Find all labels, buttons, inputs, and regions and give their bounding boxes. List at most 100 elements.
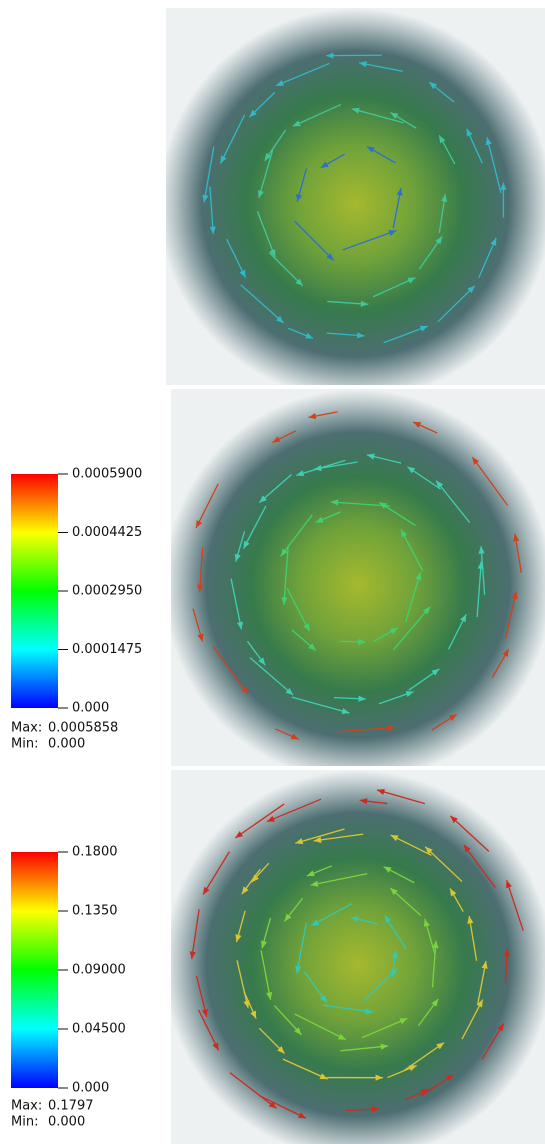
arrow-shaft — [363, 967, 399, 1002]
colorbar-tick-label: 0.04500 — [72, 1022, 126, 1037]
arrow-shaft — [209, 186, 214, 235]
arrow-shaft — [229, 1072, 277, 1109]
arrow-head — [243, 540, 250, 549]
arrow-head — [314, 464, 322, 472]
arrow-head — [259, 495, 267, 503]
arrow-head — [503, 948, 510, 957]
arrow-head — [196, 520, 203, 529]
arrow-head — [365, 1008, 373, 1015]
arrow-head — [285, 687, 294, 696]
arrow-head — [446, 1074, 454, 1082]
arrow-head — [266, 815, 275, 822]
arrow-head — [379, 502, 388, 509]
arrow-head — [296, 193, 303, 202]
arrow-shaft — [199, 547, 204, 593]
arrow-head — [419, 325, 428, 332]
colorbar-tick-label: 0.09000 — [72, 963, 126, 978]
arrow-head — [257, 190, 264, 199]
arrow-shaft — [376, 789, 426, 805]
colorbars: 0.0005900 0.0004425 0.0002950 0.0001475 0.00… — [11, 467, 142, 1130]
arrow-head — [407, 277, 416, 284]
arrow-head — [497, 1023, 504, 1032]
arrow-head — [376, 788, 385, 795]
arrow-head — [201, 1008, 208, 1017]
arrow-head — [391, 950, 399, 959]
arrow-shaft — [322, 1004, 373, 1013]
arrow-shaft — [505, 880, 524, 931]
field-image — [171, 770, 545, 1144]
arrow-head — [197, 584, 204, 593]
colorbar-tick-label: 0.000 — [72, 701, 109, 716]
arrow-head — [366, 453, 375, 460]
arrow-shaft — [249, 657, 294, 696]
arrow-shaft — [351, 108, 404, 124]
arrow-head — [359, 798, 368, 805]
arrow-shaft — [393, 606, 431, 651]
arrow-shaft — [424, 846, 463, 883]
arrow-head — [358, 638, 366, 645]
arrow-head — [399, 1018, 408, 1025]
arrow-head — [189, 951, 196, 959]
colorbar-tick-label: 0.1350 — [72, 904, 118, 919]
arrow-head — [305, 332, 314, 339]
max-value: 0.1797 — [48, 1099, 94, 1114]
arrow-head — [467, 285, 475, 294]
arrow-head — [319, 1073, 328, 1080]
arrow-shaft — [405, 572, 421, 623]
arrow-head — [420, 1089, 429, 1096]
arrow-head — [384, 915, 392, 924]
colorbar — [11, 474, 58, 708]
max-value: 0.0005858 — [48, 721, 118, 736]
arrow-shaft — [236, 960, 249, 1009]
arrow-shaft — [480, 546, 486, 595]
arrow-head — [235, 831, 244, 838]
arrow-head — [276, 79, 285, 86]
arrow-head — [505, 880, 512, 889]
arrow-head — [250, 1010, 257, 1019]
arrow-head — [390, 835, 399, 842]
colorbar — [11, 852, 58, 1088]
arrows — [189, 52, 524, 1119]
arrow-head — [390, 968, 398, 976]
min-value: 0.000 — [48, 737, 85, 752]
arrow-head — [303, 623, 310, 632]
arrow-head — [356, 332, 365, 339]
arrow-head — [415, 572, 422, 581]
arrow-head — [258, 657, 266, 666]
arrow-head — [269, 249, 276, 258]
arrow-head — [422, 606, 431, 615]
arrow-head — [432, 940, 439, 949]
arrow-head — [292, 120, 301, 127]
arrow-head — [407, 466, 416, 474]
arrow-head — [390, 112, 399, 120]
arrow-shaft — [242, 505, 267, 550]
arrow-shaft — [310, 872, 368, 886]
arrow-shaft — [476, 561, 482, 618]
arrow-shaft — [437, 285, 476, 323]
min-value: 0.000 — [48, 1115, 85, 1130]
arrow-shaft — [504, 591, 517, 640]
arrow-shaft — [471, 456, 509, 506]
arrow-shaft — [293, 220, 335, 262]
min-label: Min: — [11, 1115, 38, 1130]
arrow-head — [371, 1106, 380, 1113]
arrow-head — [235, 934, 242, 943]
arrow-head — [389, 627, 398, 635]
arrow-shaft — [291, 696, 350, 714]
arrow-shaft — [463, 844, 496, 888]
arrow-head — [212, 1042, 219, 1051]
arrow-shaft — [266, 798, 322, 823]
arrow-head — [290, 733, 299, 740]
arrow-head — [241, 886, 249, 895]
arrow-shaft — [256, 211, 276, 258]
arrow-head — [383, 866, 392, 873]
arrow-head — [435, 236, 443, 245]
arrow-head — [319, 994, 327, 1003]
arrow-shaft — [219, 114, 246, 164]
arrow-shaft — [234, 803, 285, 839]
arrow-shaft — [286, 587, 311, 632]
arrow-head — [295, 278, 303, 286]
arrow-head — [460, 614, 467, 623]
arrow-shaft — [240, 284, 284, 324]
arrow-head — [298, 1112, 307, 1119]
